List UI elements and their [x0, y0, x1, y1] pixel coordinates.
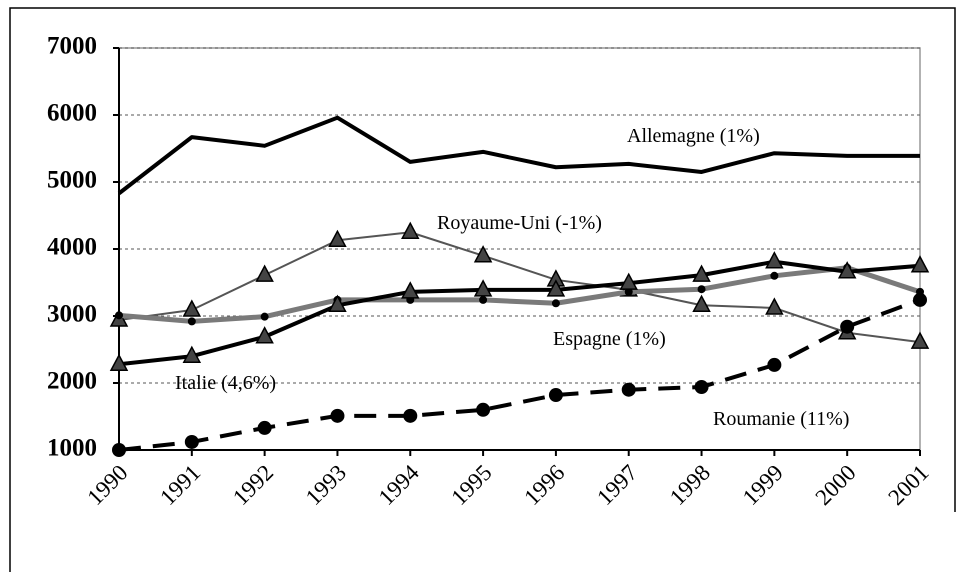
- series-label: Italie (4,6%): [175, 372, 276, 394]
- y-tick-label: 1000: [47, 435, 97, 462]
- series-label: Allemagne (1%): [627, 125, 760, 147]
- marker: [770, 271, 779, 280]
- marker: [109, 353, 129, 371]
- marker: [112, 443, 126, 457]
- marker: [697, 285, 706, 294]
- marker: [115, 311, 123, 320]
- marker: [187, 317, 196, 326]
- marker: [476, 402, 491, 417]
- series-line: [118, 259, 921, 367]
- y-tick-label: 4000: [47, 234, 97, 261]
- marker: [330, 408, 345, 423]
- marker: [619, 272, 638, 290]
- series-label: Roumanie (11%): [713, 408, 849, 430]
- y-tick-label: 7000: [47, 33, 97, 60]
- marker: [910, 331, 930, 349]
- series-line: [118, 231, 921, 344]
- y-tick-label: 5000: [47, 167, 97, 194]
- series-label: Royaume-Uni (-1%): [437, 212, 602, 234]
- marker: [403, 408, 418, 423]
- y-tick-label: 2000: [47, 368, 97, 395]
- marker: [473, 245, 493, 263]
- marker: [257, 420, 272, 435]
- marker: [913, 292, 927, 307]
- marker: [260, 312, 269, 321]
- marker: [692, 294, 711, 313]
- marker: [401, 281, 420, 299]
- series-label: Espagne (1%): [553, 328, 666, 350]
- marker: [551, 299, 560, 308]
- marker: [479, 295, 488, 304]
- marker: [401, 221, 420, 239]
- marker: [255, 326, 274, 344]
- marker: [182, 345, 202, 363]
- series-line: [118, 265, 921, 324]
- marker: [910, 255, 930, 273]
- marker: [328, 229, 347, 248]
- marker: [837, 261, 857, 279]
- marker: [840, 319, 855, 334]
- marker: [621, 382, 636, 397]
- y-tick-label: 3000: [47, 301, 97, 328]
- marker: [328, 294, 347, 313]
- marker: [765, 297, 784, 315]
- marker: [548, 388, 563, 403]
- series-line: [117, 115, 920, 195]
- marker: [692, 264, 711, 282]
- marker: [473, 279, 493, 297]
- y-tick-label: 6000: [47, 100, 97, 127]
- marker: [255, 264, 274, 282]
- marker: [765, 251, 784, 269]
- marker: [184, 434, 199, 449]
- marker: [694, 380, 709, 395]
- marker: [767, 357, 782, 372]
- frame: [9, 7, 956, 572]
- marker: [182, 299, 202, 317]
- marker: [546, 279, 566, 297]
